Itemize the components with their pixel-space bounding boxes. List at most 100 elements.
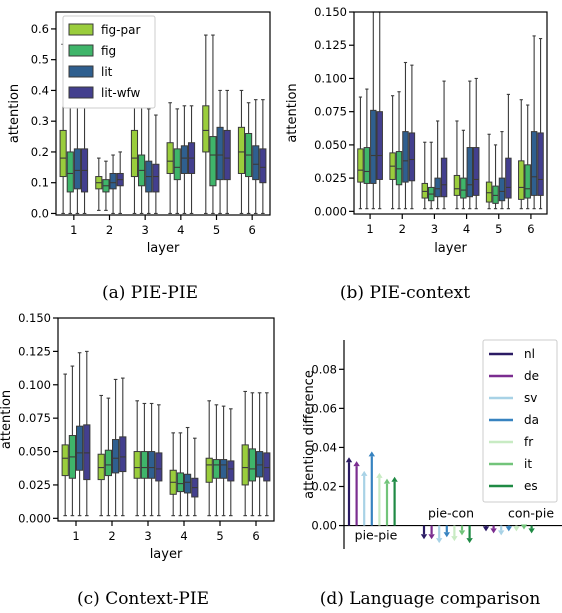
- box-fig-layer-1: [68, 365, 77, 517]
- legend-box: [62, 15, 156, 109]
- box-lit-wfw-layer-5: [505, 93, 512, 210]
- arrow-head: [458, 530, 466, 536]
- group-label-pie-con: pie-con: [428, 506, 474, 521]
- box-lit-wfw-layer-3: [155, 404, 163, 517]
- box-fig-par-layer-5: [205, 400, 213, 517]
- box-iqr: [104, 449, 113, 477]
- box-lit-layer-5: [220, 405, 228, 517]
- box-fig-layer-4: [173, 108, 181, 215]
- box-lit-layer-1: [76, 352, 84, 517]
- y-axis-label: attention: [0, 390, 14, 449]
- panel-caption: (b) PIE-context: [340, 283, 470, 303]
- plot-frame: [353, 11, 548, 215]
- box-lit-wfw-layer-5: [227, 408, 235, 517]
- legend-label-fig: fig: [101, 44, 116, 58]
- y-tick-label: 0.08: [311, 362, 337, 376]
- y-tick-label: 0.2: [31, 145, 49, 159]
- legend-label-es: es: [524, 479, 538, 493]
- box-lit-wfw-layer-1: [83, 350, 91, 517]
- x-tick-label: 4: [177, 223, 184, 237]
- box-fig-par-layer-3: [421, 141, 428, 210]
- arrow-sv-pie-con: [436, 525, 443, 544]
- y-tick-label: 0.075: [314, 105, 347, 119]
- box-fig-par-layer-1: [357, 96, 364, 210]
- box-lit-wfw-layer-3: [152, 114, 160, 215]
- arrow-es-con-pie: [528, 525, 535, 534]
- box-iqr: [237, 126, 246, 174]
- arrow-head: [505, 526, 512, 532]
- box-lit-wfw-layer-6: [259, 99, 267, 215]
- legend-label-sv: sv: [524, 391, 537, 405]
- x-tick-label: 6: [252, 529, 259, 543]
- box-lit-wfw-layer-2: [408, 64, 416, 210]
- x-tick-label: 2: [106, 223, 113, 237]
- panel-context-pie: 0.000 0.025 0.050 0.075 0.100 0.125 0.150 1 2 3 4 5…: [0, 311, 275, 609]
- x-tick-label: 6: [249, 223, 256, 237]
- box-lit-wfw-layer-6: [537, 38, 544, 210]
- arrow-da-pie-con: [443, 525, 450, 538]
- y-tick-label: 0.4: [31, 83, 49, 97]
- x-tick-label: 1: [70, 223, 77, 237]
- box-iqr: [180, 145, 188, 174]
- arrow-nl-pie-pie: [345, 457, 353, 526]
- arrow-head: [443, 532, 450, 538]
- y-tick-label: 0.075: [18, 411, 51, 425]
- box-fig-layer-1: [363, 88, 371, 210]
- box-iqr: [363, 147, 371, 184]
- box-iqr: [466, 147, 474, 198]
- box-lit-wfw-layer-4: [473, 77, 480, 210]
- x-tick-label: 1: [366, 222, 373, 236]
- box-iqr: [216, 126, 224, 181]
- legend-label-nl: nl: [524, 347, 535, 361]
- box-iqr: [434, 177, 441, 198]
- arrow-head: [428, 534, 435, 540]
- box-iqr: [492, 185, 499, 204]
- x-tick-label: 1: [72, 529, 79, 543]
- box-iqr: [83, 424, 91, 481]
- y-tick-label: 0.150: [314, 5, 347, 19]
- box-iqr: [212, 459, 221, 479]
- box-iqr: [176, 472, 185, 493]
- arrow-head: [490, 528, 497, 534]
- box-iqr: [130, 129, 139, 178]
- x-tick-label: 3: [144, 529, 151, 543]
- box-fig-layer-1: [66, 96, 74, 215]
- box-fig-layer-5: [209, 34, 217, 215]
- box-iqr: [376, 111, 383, 180]
- box-lit-layer-2: [112, 378, 120, 517]
- box-lit-layer-2: [109, 154, 117, 215]
- arrow-es-pie-con: [466, 525, 473, 544]
- y-tick-label: 0.04: [311, 440, 337, 454]
- box-iqr: [66, 151, 74, 193]
- x-axis-label: layer: [434, 241, 467, 256]
- y-tick-label: 0.050: [18, 445, 51, 459]
- x-axis-label: layer: [147, 241, 180, 256]
- arrow-head: [361, 470, 368, 476]
- box-iqr: [140, 451, 149, 479]
- box-iqr: [252, 145, 260, 181]
- box-iqr: [109, 172, 117, 190]
- y-tick-label: 0.125: [18, 344, 51, 358]
- arrow-head: [383, 478, 391, 484]
- arrow-head: [528, 528, 535, 534]
- box-iqr: [498, 177, 506, 202]
- box-lit-layer-6: [530, 35, 538, 210]
- box-iqr: [537, 132, 544, 196]
- box-lit-wfw-layer-1: [80, 99, 89, 215]
- arrow-head: [498, 530, 505, 536]
- arrow-es-pie-pie: [391, 476, 398, 526]
- box-lit-layer-1: [370, 11, 377, 210]
- box-iqr: [259, 148, 267, 184]
- x-tick-label: 5: [495, 222, 502, 236]
- x-tick-label: 5: [213, 223, 220, 237]
- box-fig-layer-2: [102, 160, 110, 211]
- legend-swatch-lit: [68, 65, 94, 78]
- panel-caption: (d) Language comparison: [320, 589, 541, 609]
- box-fig-layer-6: [248, 392, 257, 517]
- box-lit-wfw-layer-2: [119, 377, 127, 517]
- box-iqr: [357, 148, 364, 183]
- y-tick-label: 0.5: [31, 53, 49, 67]
- box-iqr: [241, 444, 249, 486]
- box-lit-layer-5: [216, 89, 224, 215]
- panel-pie-context: 0.000 0.025 0.050 0.075 0.100 0.125 0.150 1 2 3 4 5…: [285, 5, 548, 303]
